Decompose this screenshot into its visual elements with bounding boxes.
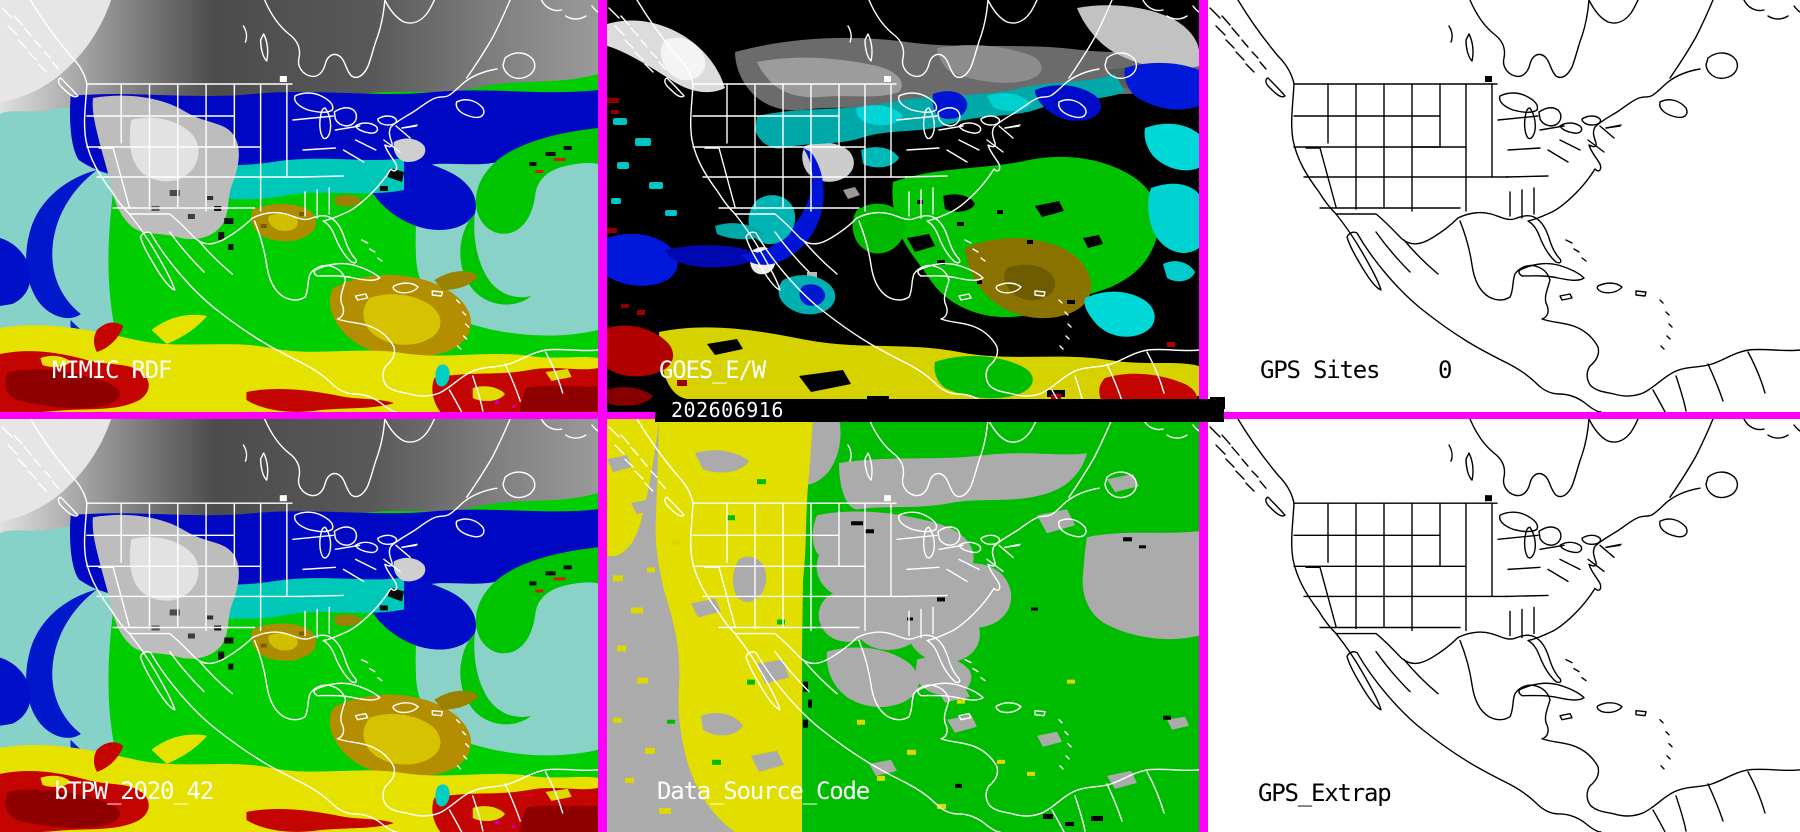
data-source-code-image xyxy=(607,419,1199,832)
goes-ew-tpw-image xyxy=(607,0,1199,412)
panel-label-goes-ew: GOES_E/W xyxy=(659,356,766,384)
gps-extrap-basemap xyxy=(1209,419,1800,832)
gps-sites-basemap xyxy=(1209,0,1800,412)
map-outline xyxy=(1209,419,1800,832)
panel-label-btpw: bTPW_2020_42 xyxy=(54,777,214,805)
map-outline xyxy=(1209,0,1800,412)
panel-label-gps-sites: GPS Sites xyxy=(1260,356,1380,384)
panel-btpw: bTPW_2020_42 xyxy=(0,419,598,832)
panel-gps-extrap: GPS_Extrap xyxy=(1208,419,1800,832)
panel-label-mimic-rdf: MIMIC RDF xyxy=(52,356,172,384)
panel-data-source-code: Data_Source_Code xyxy=(607,419,1199,832)
panel-goes-ew: GOES_E/W xyxy=(607,0,1199,412)
timestamp-bar: 202606916 xyxy=(655,399,1224,422)
panel-label-gps-extrap: GPS_Extrap xyxy=(1258,779,1392,807)
gps-sites-count: 0 xyxy=(1438,356,1453,384)
mimic-rdf-tpw-image xyxy=(0,0,598,412)
panel-gps-sites: GPS Sites 0 xyxy=(1208,0,1800,412)
panel-label-data-source-code: Data_Source_Code xyxy=(657,777,870,805)
timestamp-text: 202606916 xyxy=(671,398,784,422)
btpw-tpw-image xyxy=(0,419,598,832)
panel-mimic-rdf: MIMIC RDF xyxy=(0,0,598,412)
